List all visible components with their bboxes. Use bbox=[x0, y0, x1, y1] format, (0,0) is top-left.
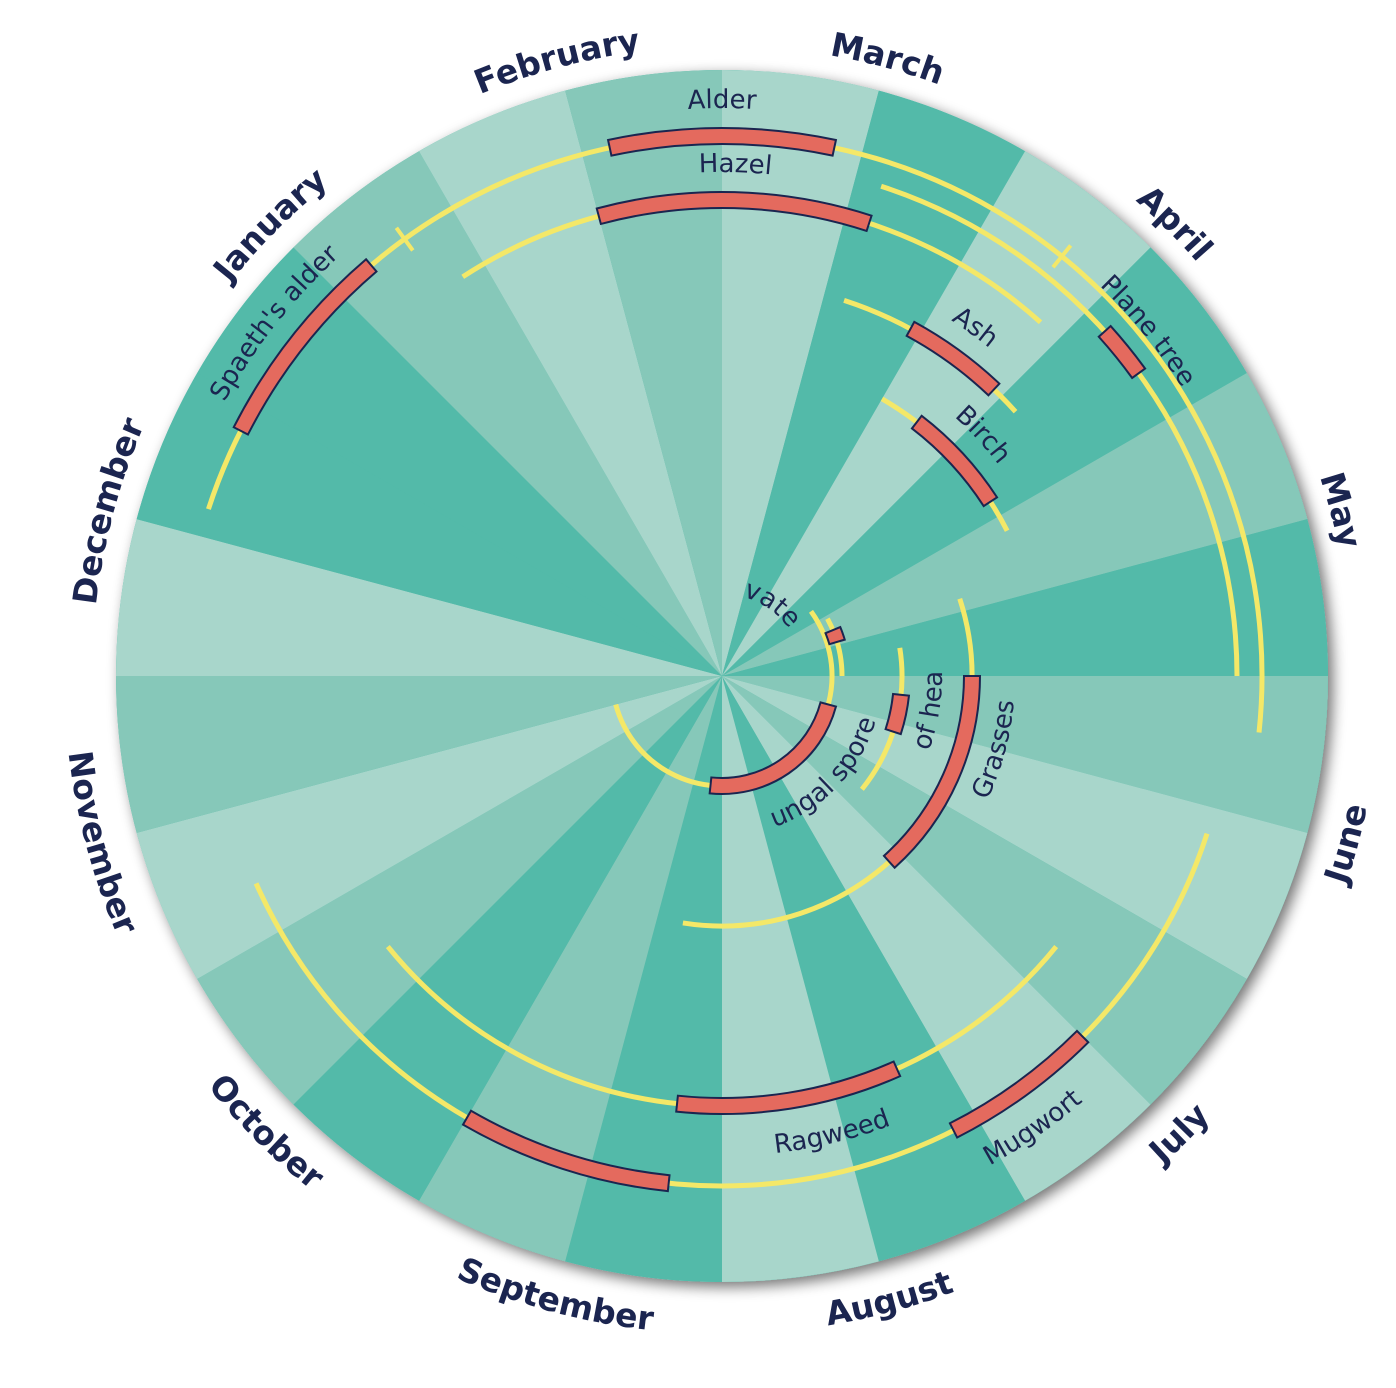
peak-bar bbox=[461, 1109, 671, 1193]
peak-bar bbox=[675, 1060, 902, 1115]
peak-bar bbox=[884, 692, 911, 736]
month-label: March bbox=[828, 25, 950, 93]
month-sector bbox=[136, 373, 722, 676]
peak-bars bbox=[232, 126, 1147, 1193]
month-sector bbox=[197, 247, 722, 677]
peak-bar bbox=[882, 675, 982, 870]
month-sector bbox=[722, 676, 879, 1282]
month-sector bbox=[722, 676, 1328, 833]
plant-label: Alder bbox=[687, 85, 758, 116]
month-sector bbox=[722, 676, 1025, 1262]
month-sector bbox=[565, 676, 722, 1282]
month-label: June bbox=[1316, 800, 1375, 890]
peak-bar bbox=[905, 320, 1001, 397]
month-sector bbox=[419, 90, 722, 676]
peak-bar bbox=[595, 191, 873, 233]
month-sector bbox=[722, 90, 1025, 676]
month-sector bbox=[419, 676, 722, 1262]
peak-bar bbox=[708, 701, 838, 795]
month-sector bbox=[722, 519, 1328, 676]
month-sector bbox=[722, 151, 1151, 676]
season-line bbox=[253, 832, 1210, 1189]
peak-bar bbox=[948, 1029, 1090, 1139]
peak-bar bbox=[606, 126, 838, 157]
season-tick bbox=[1051, 244, 1073, 269]
month-sector bbox=[293, 151, 722, 676]
month-label: May bbox=[1312, 468, 1369, 552]
peak-bar bbox=[824, 625, 846, 646]
peak-bar bbox=[1097, 324, 1147, 380]
month-sector bbox=[116, 676, 722, 833]
season-line bbox=[825, 617, 845, 677]
plant-label: Hazel bbox=[698, 149, 773, 181]
month-sector bbox=[722, 676, 1308, 979]
month-sector bbox=[722, 373, 1308, 676]
month-label: July bbox=[1140, 1095, 1217, 1172]
month-label: August bbox=[822, 1262, 957, 1333]
peak-bar bbox=[232, 257, 378, 436]
peak-bar bbox=[910, 414, 999, 508]
month-sector bbox=[136, 676, 722, 979]
month-sector bbox=[116, 519, 722, 676]
